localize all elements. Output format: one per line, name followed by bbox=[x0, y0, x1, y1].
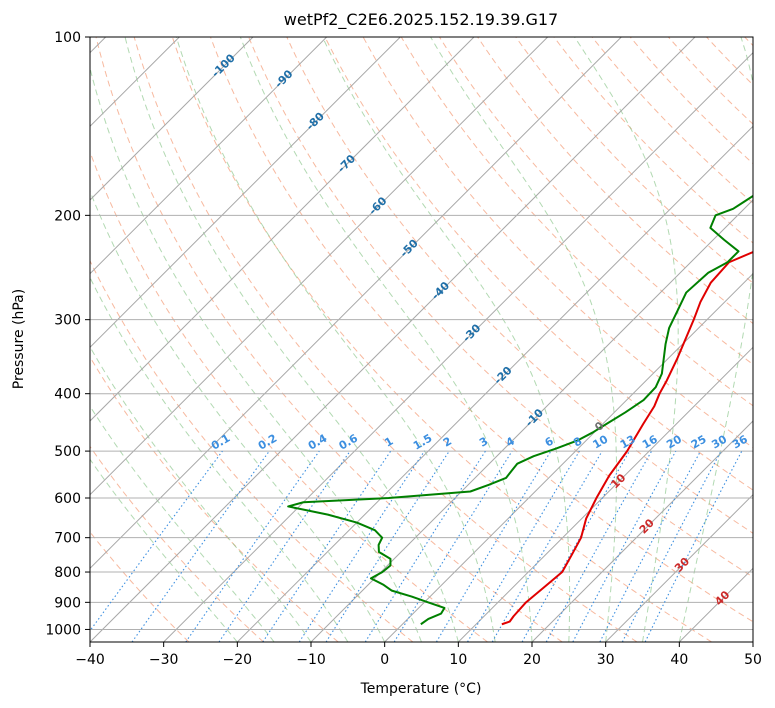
x-tick-label: 40 bbox=[670, 652, 688, 668]
isotherm-line bbox=[90, 37, 696, 642]
y-axis-label: Pressure (hPa) bbox=[11, 289, 27, 389]
isotherms bbox=[90, 37, 753, 642]
plot-frame bbox=[89, 36, 754, 643]
moist-adiabat-line bbox=[90, 405, 275, 642]
mixing-ratio-line bbox=[491, 450, 603, 642]
dry-adiabat-line bbox=[477, 37, 753, 325]
moist-adiabat-line bbox=[124, 37, 459, 642]
mixing-ratio-line bbox=[467, 450, 580, 642]
moist-adiabat-line bbox=[430, 37, 618, 642]
isotherm-line bbox=[605, 493, 753, 642]
dry-adiabat-line bbox=[90, 445, 264, 642]
moist-adiabat-line bbox=[90, 276, 349, 642]
x-axis: −40 −30 −20 −10 0 10 20 30 40 50 bbox=[75, 642, 762, 668]
dry-adiabat-line bbox=[248, 37, 753, 578]
dry-adiabat-line bbox=[515, 37, 753, 284]
sounding-traces bbox=[287, 194, 753, 626]
y-tick-label: 600 bbox=[54, 491, 81, 507]
y-tick-label: 1000 bbox=[45, 622, 81, 638]
isotherm-line bbox=[384, 272, 753, 642]
mixing-ratio-line bbox=[393, 450, 513, 642]
isotherm-line bbox=[457, 346, 753, 642]
chart-title: wetPf2_C2E6.2025.152.19.39.G17 bbox=[284, 10, 558, 30]
dry-adiabat-line bbox=[95, 37, 563, 642]
isotherm-line bbox=[236, 125, 753, 642]
y-tick-label: 800 bbox=[54, 565, 81, 581]
x-axis-label: Temperature (°C) bbox=[360, 681, 482, 697]
y-axis: 100 200 300 400 500 600 700 800 900 1000 bbox=[45, 30, 90, 638]
isotherm-line bbox=[90, 37, 401, 349]
y-tick-label: 500 bbox=[54, 444, 81, 460]
x-tick-label: −10 bbox=[296, 652, 326, 668]
moist-adiabat-line bbox=[90, 66, 422, 642]
x-tick-label: 0 bbox=[380, 652, 389, 668]
dry-adiabat-line bbox=[400, 37, 753, 407]
mixing-ratio-line bbox=[185, 450, 320, 642]
isotherm-line bbox=[310, 199, 753, 642]
x-tick-label: 50 bbox=[744, 652, 762, 668]
dry-adiabat-line bbox=[171, 37, 712, 642]
mixing-ratio-line bbox=[435, 450, 552, 642]
x-tick-label: 10 bbox=[449, 652, 467, 668]
mixing-ratio-lines bbox=[90, 450, 743, 642]
mixing-ratio-line bbox=[218, 450, 351, 642]
moist-adiabat-line bbox=[175, 37, 496, 642]
isobars bbox=[90, 37, 753, 630]
x-tick-label: −40 bbox=[75, 652, 105, 668]
mixing-ratio-line bbox=[364, 450, 486, 642]
dry-adiabat-line bbox=[133, 37, 638, 642]
isotherm-line bbox=[90, 37, 328, 275]
x-tick-label: −20 bbox=[223, 652, 253, 668]
plot-area bbox=[90, 37, 753, 642]
x-tick-label: −30 bbox=[149, 652, 179, 668]
mixing-ratio-line bbox=[131, 450, 270, 642]
mixing-ratio-line bbox=[521, 450, 630, 642]
dry-adiabat-line bbox=[591, 37, 753, 204]
isotherm-line bbox=[90, 37, 549, 496]
x-tick-label: 30 bbox=[597, 652, 615, 668]
isotherm-line bbox=[90, 37, 254, 201]
y-tick-label: 100 bbox=[54, 30, 81, 46]
mixing-ratio-line bbox=[545, 450, 653, 642]
moist-adiabat-line bbox=[678, 37, 753, 642]
dry-adiabat-line bbox=[324, 37, 753, 491]
moist-adiabat-line bbox=[574, 37, 679, 642]
y-tick-label: 400 bbox=[54, 387, 81, 403]
mixing-ratio-line bbox=[572, 450, 677, 642]
dry-adiabat-line bbox=[210, 37, 753, 623]
moist-adiabat-line bbox=[322, 37, 571, 642]
moist-adiabat-line bbox=[90, 458, 238, 642]
x-tick-label: 20 bbox=[523, 652, 541, 668]
mixing-ratio-line bbox=[90, 450, 223, 632]
y-tick-label: 700 bbox=[54, 531, 81, 547]
mixing-ratio-line bbox=[325, 450, 450, 642]
dry-adiabat-line bbox=[629, 37, 753, 165]
dry-adiabat-line bbox=[90, 259, 414, 642]
y-tick-label: 900 bbox=[54, 595, 81, 611]
y-tick-label: 200 bbox=[54, 208, 81, 224]
temperature-trace bbox=[501, 250, 753, 626]
isotherm-line bbox=[163, 51, 753, 642]
dewpoint-trace bbox=[287, 194, 753, 626]
isotherm-line bbox=[90, 37, 622, 570]
y-tick-label: 300 bbox=[54, 313, 81, 329]
isotherm-line bbox=[531, 420, 753, 642]
isotherm-line bbox=[90, 37, 475, 422]
moist-adiabat-line bbox=[90, 189, 386, 642]
